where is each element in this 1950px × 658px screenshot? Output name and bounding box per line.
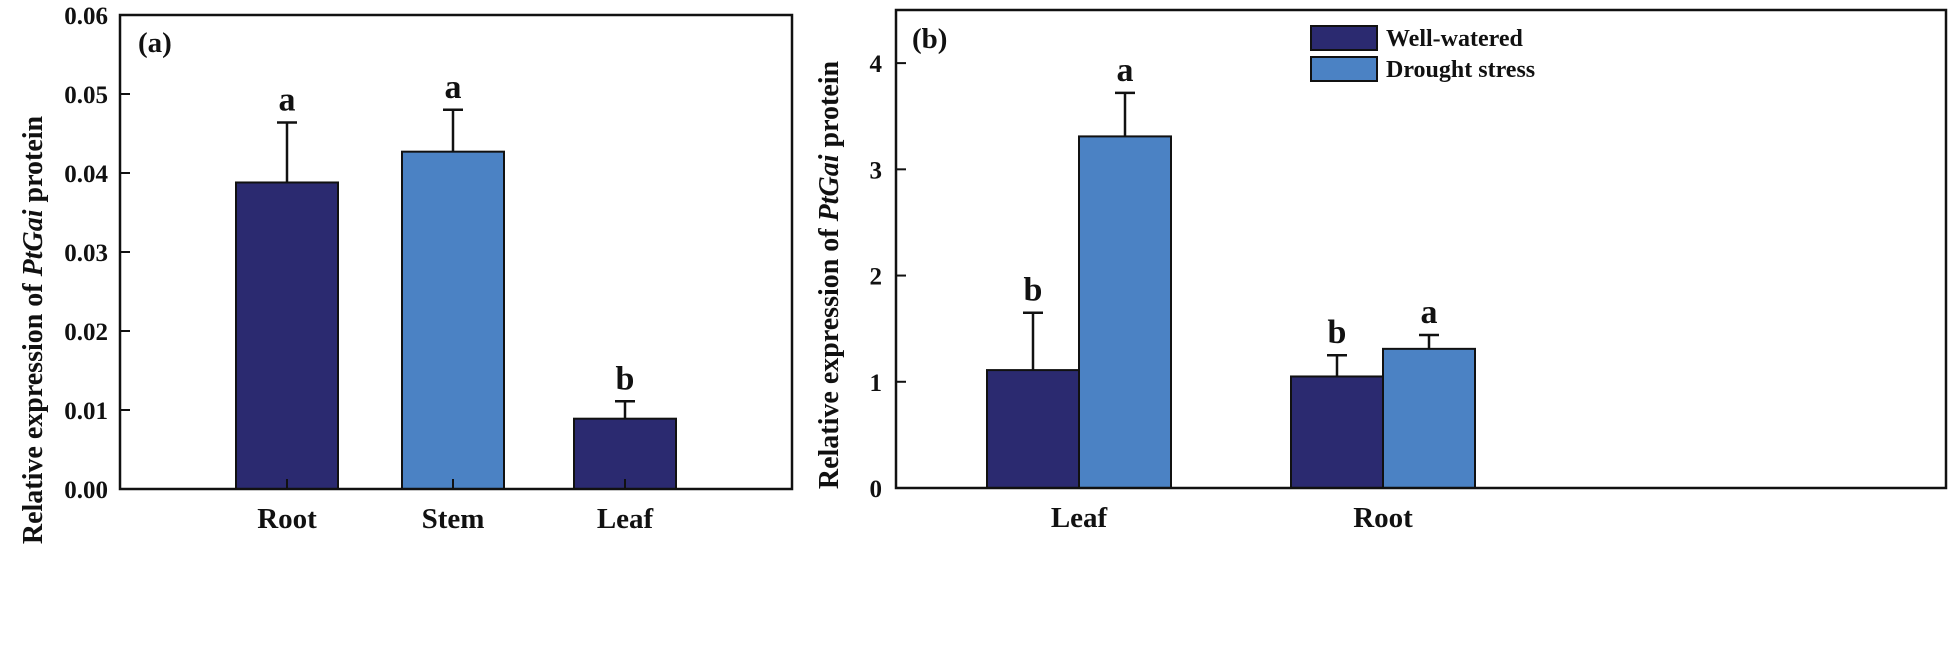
significance-letter-leaf-well-watered: b [1024, 272, 1043, 309]
legend: Well-watered Drought stress [1310, 25, 1535, 83]
marks-b: 0 1 2 3 4 b a Leaf b a Root [870, 51, 1476, 534]
y-tick-label-a: 0.03 [64, 240, 108, 267]
bar-stem [401, 150, 505, 490]
y-tick-label-b: 4 [870, 51, 883, 78]
y-axis-label-b: Relative expression of PtGai protein [814, 60, 845, 489]
y-tick-label-b: 0 [870, 476, 883, 503]
y-tick-label-a: 0.06 [64, 3, 108, 30]
significance-letter-stem: a [445, 69, 462, 106]
y-tick-label-a: 0.01 [64, 398, 108, 425]
bar-root-well-watered [1290, 375, 1384, 490]
plot-frame-b [894, 8, 1948, 490]
y-tick-label-b: 3 [870, 157, 883, 184]
legend-swatch-drought-stress [1310, 56, 1378, 82]
plot-frame-a [118, 13, 794, 491]
significance-letter-leaf-drought-stress: a [1117, 52, 1134, 89]
x-tick-label-stem: Stem [422, 503, 485, 535]
significance-letter-root-drought-stress: a [1421, 294, 1438, 331]
bar-leaf-well-watered [986, 369, 1080, 489]
significance-letter-root-well-watered: b [1328, 314, 1347, 351]
legend-label-drought-stress: Drought stress [1386, 57, 1535, 83]
panel-label-b: (b) [912, 23, 947, 55]
panel-a: Relative expression of PtGai protein 0.0… [18, 3, 794, 544]
y-tick-label-b: 1 [870, 370, 883, 397]
bar-leaf-drought-stress [1078, 135, 1172, 489]
y-tick-label-b: 2 [870, 264, 883, 291]
significance-letter-root: a [279, 81, 296, 118]
bar-root [235, 181, 339, 490]
x-tick-label-leaf: Leaf [597, 503, 654, 535]
panel-label-a: (a) [138, 27, 172, 59]
bar-leaf [573, 417, 677, 490]
significance-letter-leaf: b [616, 360, 635, 397]
y-tick-label-a: 0.02 [64, 319, 108, 346]
marks-a: 0.00 0.01 0.02 0.03 0.04 0.05 0.06 a Root a Stem b L… [64, 3, 677, 535]
y-axis-label-a: Relative expression of PtGai protein [18, 115, 49, 544]
y-tick-label-a: 0.04 [64, 161, 108, 188]
legend-label-well-watered: Well-watered [1386, 26, 1524, 52]
bar-root-drought-stress [1382, 347, 1476, 489]
x-tick-label-leaf: Leaf [1051, 502, 1108, 534]
x-tick-label-root: Root [257, 503, 317, 535]
y-tick-label-a: 0.00 [64, 477, 108, 504]
x-tick-label-root: Root [1353, 502, 1413, 534]
legend-swatch-well-watered [1310, 25, 1378, 51]
panel-b: Relative expression of PtGai protein 0 1 2… [814, 8, 1948, 534]
y-tick-label-a: 0.05 [64, 82, 108, 109]
